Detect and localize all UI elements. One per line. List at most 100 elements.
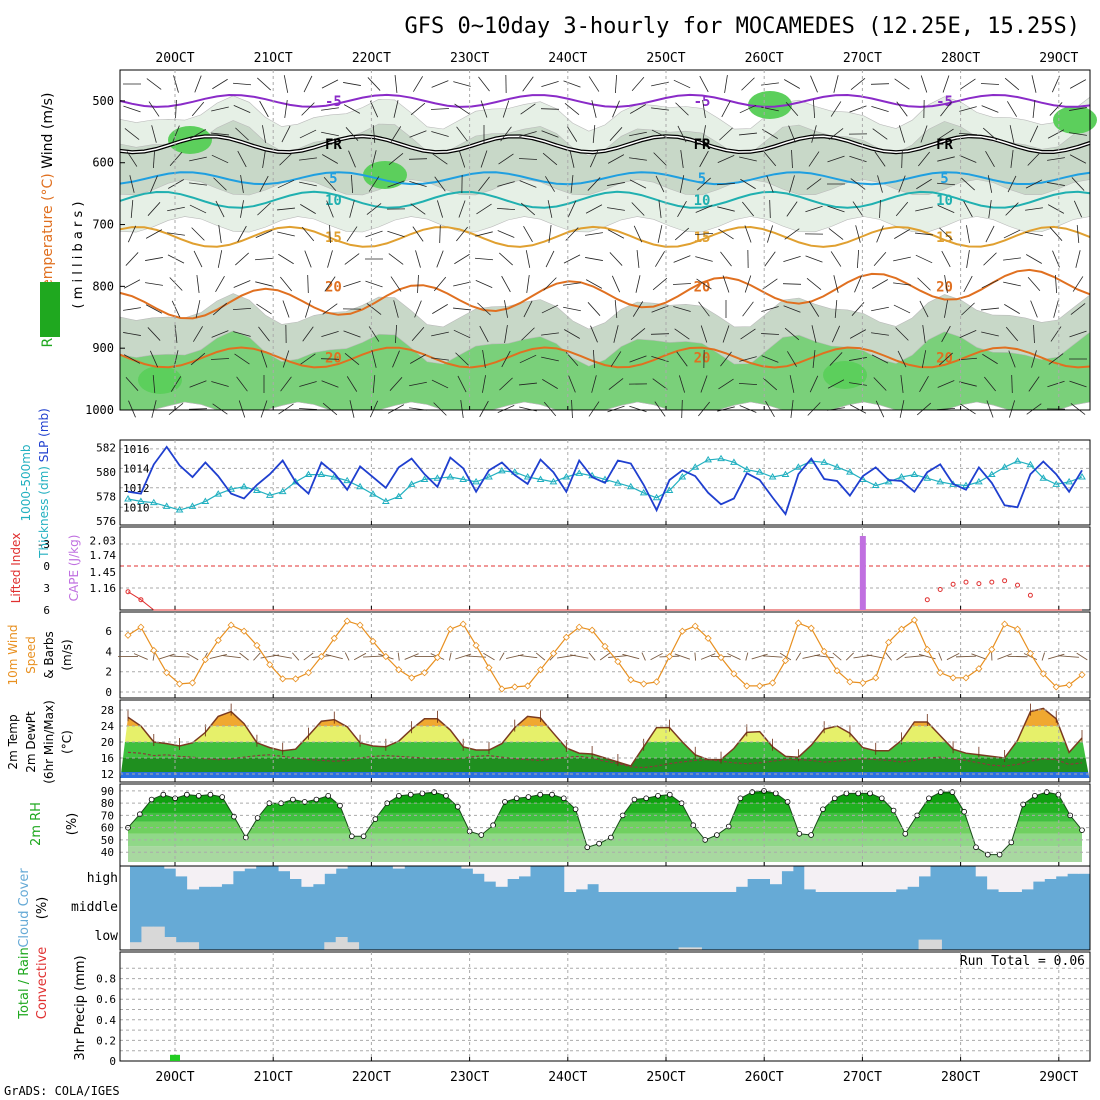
wind-speed-marker <box>859 679 867 687</box>
wind-barb <box>739 156 757 162</box>
thickness-marker <box>485 473 493 480</box>
high-cloud-bar <box>461 866 474 869</box>
wind-speed-marker <box>524 682 532 690</box>
bottom-date-label: 28OCT <box>941 1070 980 1085</box>
thickness-marker <box>1052 480 1061 487</box>
wind-barb <box>196 275 200 293</box>
wind-barb <box>966 225 970 243</box>
wind-barb <box>904 655 925 658</box>
wind-barb <box>170 376 182 392</box>
contour-label: 20 <box>325 350 342 366</box>
slp-line <box>127 445 1083 516</box>
wind-speed-marker <box>124 631 132 639</box>
wind-barb <box>482 350 486 368</box>
wind-barb <box>672 283 692 285</box>
wind-speed-marker <box>665 652 674 661</box>
thickness-marker <box>639 488 648 496</box>
wind-barb <box>873 377 887 391</box>
wind-barb <box>1028 376 1040 392</box>
wind-barb <box>997 653 1013 660</box>
wind-barb <box>727 653 741 660</box>
wind-barb <box>497 181 515 187</box>
thickness-marker <box>162 502 171 509</box>
wind-barb <box>1070 403 1086 415</box>
wind-barb <box>809 375 819 393</box>
wind-barb <box>392 350 400 368</box>
wind-barb <box>168 179 184 189</box>
wind-barb <box>217 250 223 268</box>
rh-marker <box>949 789 956 795</box>
rh-patch <box>823 361 867 389</box>
thickness-marker <box>472 477 480 485</box>
wind-barb <box>152 374 156 394</box>
wind-barb <box>123 354 141 364</box>
wind-barb <box>876 225 884 243</box>
thickness-marker <box>820 458 829 465</box>
wind-tick-label: 0 <box>105 686 112 699</box>
thickness-marker <box>343 476 352 484</box>
axis-label-part: 10m Wind <box>6 625 20 686</box>
high-cloud-bar <box>198 866 211 887</box>
y-tick-label: 600 <box>92 156 114 170</box>
wind-speed-marker <box>975 665 983 673</box>
axis-label-part: SLP (mb) <box>37 408 51 462</box>
wind-speed-marker <box>769 679 777 687</box>
wind-barb <box>590 325 598 343</box>
wind-barb <box>695 205 713 213</box>
wind-barb <box>343 104 361 114</box>
wind-barb <box>963 200 973 218</box>
thickness-marker <box>794 463 803 470</box>
bottom-date-label: 22OCT <box>352 1070 391 1085</box>
high-cloud-bar <box>850 866 862 892</box>
axis-label-part: 2m RH <box>29 802 44 846</box>
wind-barb <box>738 382 758 386</box>
axis-label-part: Thickness (dm) <box>37 462 51 559</box>
axis-label: Cloud Cover <box>17 868 32 948</box>
wind-barb <box>525 250 531 268</box>
wind-speed-marker <box>1078 671 1086 679</box>
wind-barb <box>321 131 339 137</box>
top-date-label: 26OCT <box>745 51 784 66</box>
wind-barb <box>571 399 573 419</box>
wind-barb <box>1003 229 1021 239</box>
wind-barb <box>885 652 892 661</box>
wind-speed-marker <box>176 680 184 688</box>
high-cloud-bar <box>278 866 291 872</box>
wind-speed-marker <box>369 637 377 645</box>
wind-barb <box>453 329 471 339</box>
wind-barb <box>588 401 600 417</box>
wind-barb <box>719 127 733 141</box>
wind-barb <box>458 200 466 218</box>
wind-barb <box>981 279 999 289</box>
wind-speed-marker <box>408 674 416 682</box>
li-tick-label: 0 <box>43 560 50 573</box>
wind-barb <box>941 325 951 343</box>
cape-tick-label: 2.03 <box>90 534 117 547</box>
wind-barb <box>233 331 251 337</box>
rh-marker <box>796 830 803 837</box>
high-cloud-bar <box>667 866 680 892</box>
high-cloud-bar <box>1055 866 1068 877</box>
high-cloud-bar <box>598 866 611 892</box>
low-cloud-bar <box>141 926 154 950</box>
wind-speed-marker <box>936 669 944 677</box>
wind-barb <box>981 105 999 113</box>
wind-barb <box>872 279 888 289</box>
wind-barb <box>745 652 749 661</box>
wind-barb <box>986 400 994 418</box>
axis-label: CAPE (J/kg) <box>67 535 81 602</box>
contour-label: FR <box>325 137 342 153</box>
rh-marker <box>407 791 414 798</box>
high-cloud-bar <box>655 866 668 892</box>
wind-barb <box>126 151 138 167</box>
cloud-level-label: high <box>87 871 118 886</box>
lifted-index-line <box>127 591 1082 611</box>
temp-tick-label: 20 <box>101 736 114 749</box>
wind-barb <box>151 400 157 418</box>
wind-barb <box>453 81 471 87</box>
wind-barb <box>718 228 734 240</box>
wind-barb <box>211 381 229 387</box>
wind-barb <box>724 75 728 93</box>
rh-line <box>127 790 1083 856</box>
wind-barb <box>499 377 513 391</box>
